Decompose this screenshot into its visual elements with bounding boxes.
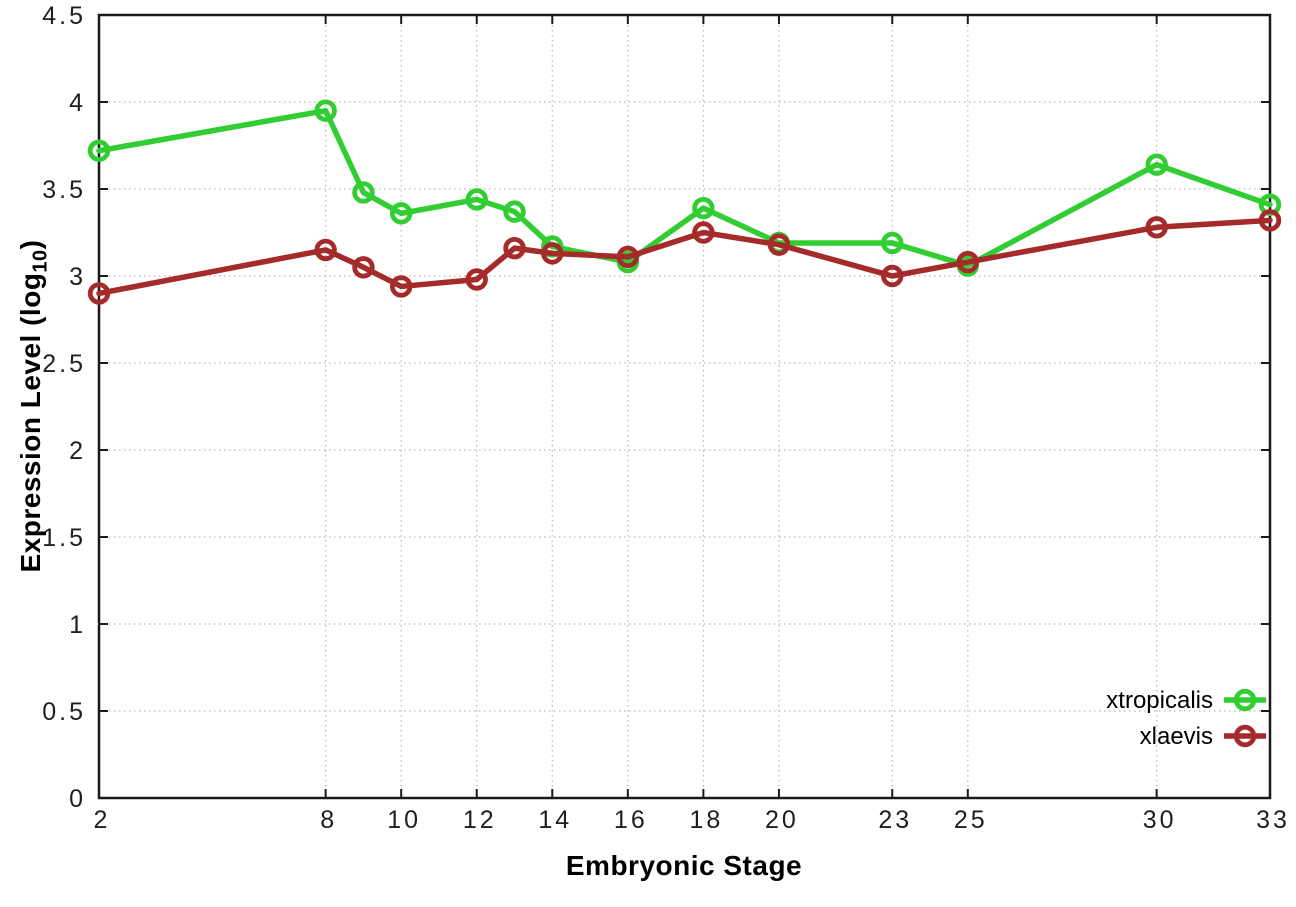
- data-point-xtropicalis-stage-23: [881, 231, 904, 255]
- legend-label-xlaevis: xlaevis: [1140, 723, 1213, 750]
- svg-text:2.5: 2.5: [42, 350, 86, 378]
- x-tick-labels: 2 8 10 12 14 16 18 20 23 25 30 33: [94, 806, 1290, 834]
- x-axis-title: Embryonic Stage: [565, 850, 803, 881]
- legend-entry-xlaevis: xlaevis: [1140, 723, 1266, 750]
- data-point-xlaevis-stage-30: [1145, 216, 1168, 239]
- svg-text:1: 1: [69, 611, 86, 639]
- data-point-xtropicalis-stage-10: [389, 202, 413, 225]
- data-point-xlaevis-stage-8: [314, 238, 337, 262]
- data-point-xtropicalis-stage-9: [352, 181, 375, 204]
- data-point-xtropicalis-stage-18: [692, 196, 715, 220]
- y-tick-labels: 0 0.5 1 1.5 2 2.5 3 3.5 4 4.5: [42, 2, 86, 813]
- data-point-xlaevis-stage-33: [1258, 209, 1282, 232]
- y-axis-title-subscript: 10: [29, 249, 52, 273]
- data-point-xtropicalis-stage-12: [465, 188, 488, 211]
- legend-sample-marker-xlaevis: [1233, 724, 1257, 748]
- data-point-xlaevis-stage-2: [87, 282, 111, 305]
- data-point-xlaevis-stage-23: [881, 264, 904, 288]
- data-point-xlaevis-stage-20: [767, 233, 791, 256]
- svg-text:23: 23: [878, 806, 912, 834]
- legend-entry-xtropicalis: xtropicalis: [1106, 687, 1266, 714]
- svg-text:14: 14: [538, 806, 572, 834]
- svg-text:3.5: 3.5: [42, 176, 86, 204]
- svg-text:2: 2: [69, 437, 86, 465]
- gridlines: [98, 14, 1271, 799]
- svg-text:20: 20: [765, 806, 799, 834]
- data-point-xlaevis-stage-18: [692, 221, 715, 244]
- y-axis-title-text: Expression Level (log: [15, 272, 46, 573]
- data-point-xtropicalis-stage-8: [314, 99, 337, 122]
- legend: xtropicalis xlaevis: [1106, 687, 1266, 750]
- series-xtropicalis-line: [96, 107, 1273, 269]
- data-point-xtropicalis-stage-30: [1145, 153, 1168, 176]
- y-axis-title-close-paren: ): [15, 239, 46, 250]
- series-xlaevis: [87, 209, 1282, 305]
- svg-text:30: 30: [1143, 806, 1177, 834]
- svg-text:1.5: 1.5: [42, 524, 86, 552]
- series-xtropicalis: [87, 99, 1282, 277]
- svg-text:18: 18: [689, 806, 723, 834]
- svg-text:10: 10: [387, 806, 421, 834]
- svg-text:12: 12: [463, 806, 497, 834]
- y-axis-title: Expression Level (log10): [15, 239, 52, 573]
- data-point-xlaevis-stage-13: [503, 236, 526, 260]
- data-point-xlaevis-stage-16: [616, 245, 640, 269]
- svg-text:16: 16: [614, 806, 648, 834]
- svg-text:25: 25: [954, 806, 988, 834]
- svg-text:2: 2: [94, 806, 111, 834]
- data-point-xtropicalis-stage-13: [503, 200, 526, 223]
- svg-text:33: 33: [1256, 806, 1290, 834]
- data-point-xtropicalis-stage-2: [87, 139, 111, 162]
- plot-border: [97, 13, 1272, 800]
- legend-label-xtropicalis: xtropicalis: [1106, 687, 1213, 714]
- svg-text:8: 8: [320, 806, 337, 834]
- data-point-xlaevis-stage-14: [541, 242, 564, 265]
- data-point-xlaevis-stage-9: [352, 256, 375, 279]
- svg-text:4: 4: [69, 89, 86, 117]
- svg-text:0.5: 0.5: [42, 698, 86, 726]
- legend-sample-marker-xtropicalis: [1233, 688, 1257, 712]
- data-point-xlaevis-stage-25: [956, 250, 980, 274]
- data-point-xlaevis-stage-12: [465, 268, 488, 291]
- series-xlaevis-line: [96, 217, 1273, 297]
- svg-text:4.5: 4.5: [42, 2, 86, 30]
- axis-ticks: [98, 14, 1271, 799]
- data-point-xlaevis-stage-10: [389, 275, 413, 298]
- svg-text:0: 0: [69, 785, 86, 813]
- svg-text:3: 3: [69, 263, 86, 291]
